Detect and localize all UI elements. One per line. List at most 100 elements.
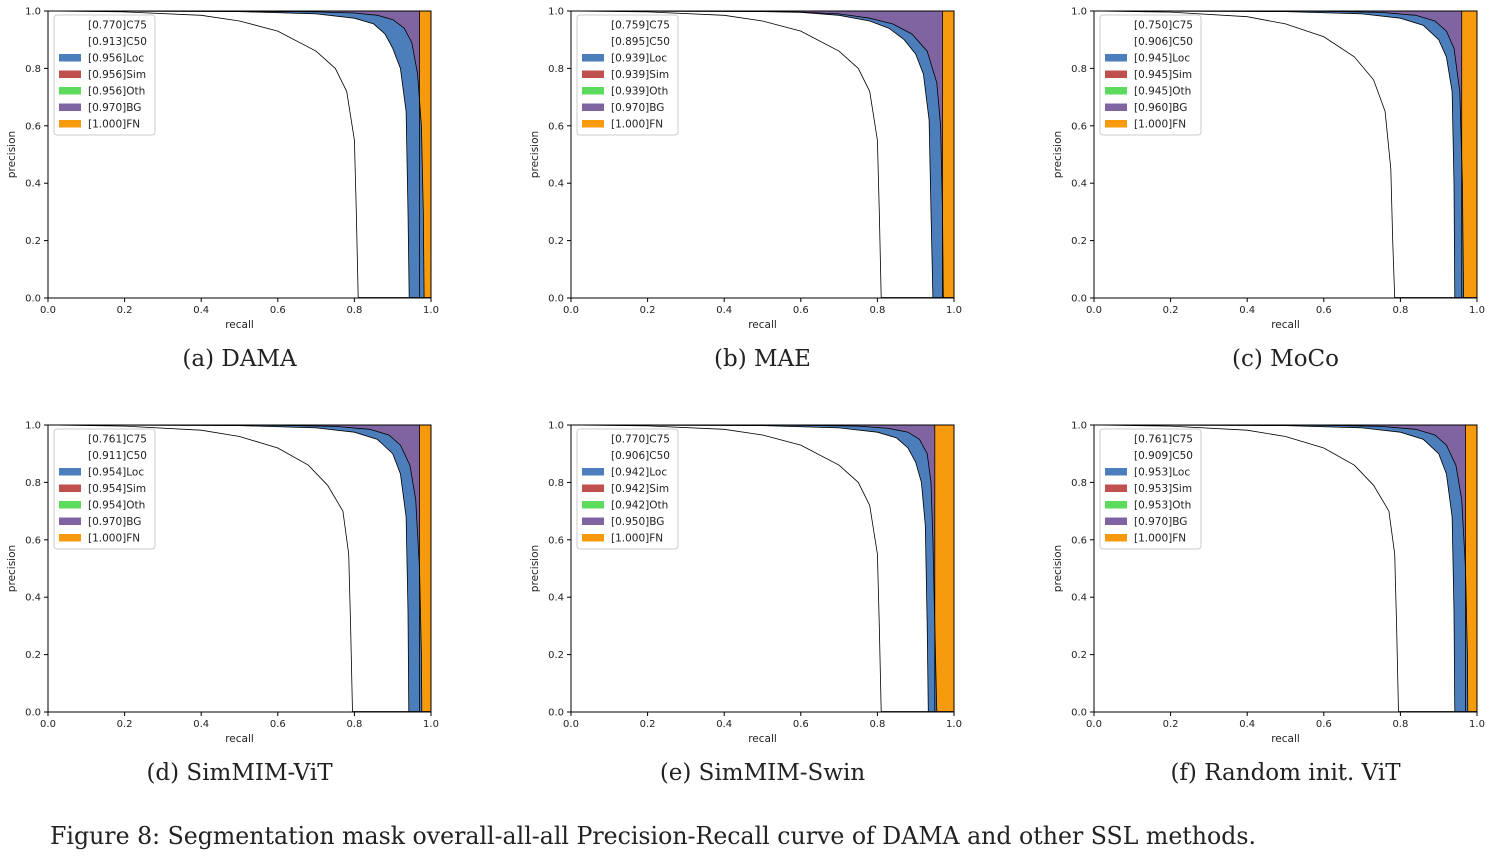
y-tick-label: 0.4 xyxy=(25,593,41,604)
legend-entry-loc: [0.939]Loc xyxy=(611,53,667,65)
curve-c75 xyxy=(1093,424,1399,713)
legend-entry-bg: [0.970]BG xyxy=(88,102,141,114)
legend-entry-oth: [0.945]Oth xyxy=(1134,86,1191,98)
y-tick-label: 1.0 xyxy=(25,421,41,432)
legend-entry-bg: [0.970]BG xyxy=(88,516,141,528)
panel-1: 0.0 0.2 0.4 0.6 0.8 1.0 0.0 0.2 0.4 0.6 0.8 1.0 reca… xyxy=(6,7,439,373)
legend-swatch-bg xyxy=(59,103,81,111)
legend-entry-c75: [0.761]C75 xyxy=(88,434,147,446)
y-tick-label: 0.0 xyxy=(25,294,41,305)
x-tick-label: 0.0 xyxy=(563,305,579,316)
legend-swatch-loc xyxy=(582,54,604,62)
y-tick-label: 0.4 xyxy=(1071,593,1087,604)
legend-entry-c75: [0.759]C75 xyxy=(611,20,670,32)
legend-entry-loc: [0.945]Loc xyxy=(1134,53,1190,65)
y-axis-label: precision xyxy=(1052,131,1064,178)
x-tick-label: 0.8 xyxy=(346,719,362,730)
legend-entry-oth: [0.953]Oth xyxy=(1134,500,1191,512)
y-tick-label: 0.2 xyxy=(548,650,564,661)
legend-entry-c50: [0.913]C50 xyxy=(88,36,147,48)
curve-c75 xyxy=(570,10,882,299)
legend-swatch-bg xyxy=(59,517,81,525)
legend-swatch-sim xyxy=(1105,484,1127,492)
y-tick-label: 1.0 xyxy=(25,7,41,18)
x-tick-label: 0.0 xyxy=(40,305,56,316)
legend-entry-c75: [0.770]C75 xyxy=(88,20,147,32)
legend-entry-loc: [0.956]Loc xyxy=(88,53,144,65)
figure-caption: Figure 8: Segmentation mask overall-all-… xyxy=(50,822,1256,850)
y-tick-label: 0.6 xyxy=(25,535,41,546)
y-tick-label: 1.0 xyxy=(548,7,564,18)
x-axis-label: recall xyxy=(225,733,254,745)
y-axis-label: precision xyxy=(6,131,18,178)
legend-swatch-oth xyxy=(1105,501,1127,509)
x-tick-label: 1.0 xyxy=(423,305,439,316)
legend-swatch-fn xyxy=(1105,534,1127,542)
x-axis-label: recall xyxy=(748,733,777,745)
legend-swatch-fn xyxy=(59,534,81,542)
y-tick-label: 0.2 xyxy=(25,650,41,661)
x-tick-label: 0.0 xyxy=(40,719,56,730)
subfigure-caption: (e) SimMIM-Swin xyxy=(660,760,866,786)
x-tick-label: 0.4 xyxy=(716,719,732,730)
subfigure-caption: (d) SimMIM-ViT xyxy=(146,760,333,786)
y-axis-label: precision xyxy=(529,131,541,178)
legend-swatch-loc xyxy=(59,468,81,476)
plot-frame xyxy=(47,424,432,713)
x-tick-label: 1.0 xyxy=(1469,305,1485,316)
plot-frame xyxy=(570,10,955,299)
curve-c75 xyxy=(570,424,882,713)
legend-swatch-fn xyxy=(1105,120,1127,128)
x-tick-label: 1.0 xyxy=(946,719,962,730)
legend-entry-loc: [0.954]Loc xyxy=(88,467,144,479)
y-tick-label: 0.4 xyxy=(1071,179,1087,190)
legend-entry-oth: [0.956]Oth xyxy=(88,86,145,98)
legend-entry-c50: [0.909]C50 xyxy=(1134,450,1193,462)
legend-entry-sim: [0.945]Sim xyxy=(1134,69,1192,81)
legend-entry-sim: [0.942]Sim xyxy=(611,483,669,495)
legend-swatch-oth xyxy=(59,501,81,509)
y-tick-label: 1.0 xyxy=(1071,421,1087,432)
y-tick-label: 0.6 xyxy=(1071,535,1087,546)
legend-entry-sim: [0.953]Sim xyxy=(1134,483,1192,495)
plot-frame xyxy=(570,424,955,713)
curve-loc xyxy=(47,424,423,713)
y-tick-label: 0.0 xyxy=(1071,294,1087,305)
y-tick-label: 0.8 xyxy=(25,478,41,489)
legend-entry-c50: [0.911]C50 xyxy=(88,450,147,462)
x-tick-label: 0.0 xyxy=(563,719,579,730)
panel-5: 0.0 0.2 0.4 0.6 0.8 1.0 0.0 0.2 0.4 0.6 0.8 1.0 reca… xyxy=(529,421,962,787)
legend-entry-fn: [1.000]FN xyxy=(1134,119,1186,131)
legend-swatch-loc xyxy=(1105,468,1127,476)
x-tick-label: 0.6 xyxy=(793,305,809,316)
legend-swatch-bg xyxy=(582,103,604,111)
legend-swatch-oth xyxy=(582,501,604,509)
legend-entry-fn: [1.000]FN xyxy=(611,119,663,131)
legend-entry-bg: [0.960]BG xyxy=(1134,102,1187,114)
x-tick-label: 0.6 xyxy=(270,719,286,730)
x-tick-label: 0.6 xyxy=(1316,305,1332,316)
y-tick-label: 0.8 xyxy=(548,64,564,75)
curve-loc xyxy=(47,10,425,299)
panel-4: 0.0 0.2 0.4 0.6 0.8 1.0 0.0 0.2 0.4 0.6 0.8 1.0 reca… xyxy=(6,421,439,787)
curve-loc xyxy=(570,10,944,299)
x-tick-label: 0.4 xyxy=(193,719,209,730)
subfigure-caption: (a) DAMA xyxy=(182,346,297,372)
curve-c75 xyxy=(47,10,359,299)
curve-loc xyxy=(1093,424,1469,713)
plot-frame xyxy=(47,10,432,299)
x-tick-label: 0.8 xyxy=(1392,719,1408,730)
legend-entry-fn: [1.000]FN xyxy=(88,533,140,545)
legend-entry-oth: [0.954]Oth xyxy=(88,500,145,512)
legend-swatch-loc xyxy=(1105,54,1127,62)
legend-swatch-sim xyxy=(59,484,81,492)
legend-entry-c75: [0.750]C75 xyxy=(1134,20,1193,32)
curve-loc xyxy=(570,424,938,713)
legend-entry-bg: [0.950]BG xyxy=(611,516,664,528)
x-tick-label: 0.6 xyxy=(1316,719,1332,730)
legend-swatch-sim xyxy=(1105,70,1127,78)
x-tick-label: 0.8 xyxy=(869,719,885,730)
x-tick-label: 0.2 xyxy=(117,719,133,730)
legend-swatch-bg xyxy=(1105,103,1127,111)
